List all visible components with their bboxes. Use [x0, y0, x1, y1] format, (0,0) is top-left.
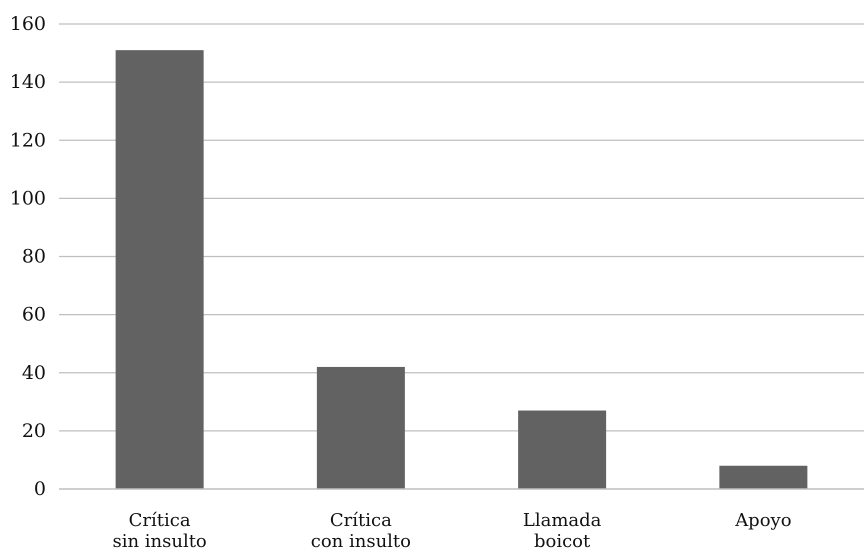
bars — [115, 50, 808, 489]
x-tick-label: sin insulto — [112, 531, 206, 551]
x-tick-label: boicot — [534, 531, 591, 551]
y-tick-label: 0 — [34, 478, 46, 500]
bar — [115, 50, 204, 489]
y-tick-label: 80 — [22, 246, 46, 268]
x-tick-label: Crítica — [330, 510, 392, 531]
y-tick-label: 100 — [10, 187, 46, 209]
bar — [316, 366, 405, 489]
y-tick-label: 60 — [22, 304, 46, 326]
y-tick-label: 20 — [22, 420, 46, 442]
x-tick-label: Llamada — [523, 510, 602, 531]
y-axis-tick-labels: 0 20 40 60 80 100 120 140 160 — [10, 13, 46, 500]
x-tick-label: Crítica — [129, 510, 191, 531]
y-tick-label: 160 — [10, 13, 46, 35]
bar — [719, 465, 808, 489]
y-tick-label: 40 — [22, 362, 46, 384]
y-tick-label: 120 — [10, 129, 46, 151]
x-tick-label: Apoyo — [734, 510, 791, 531]
bar — [518, 410, 607, 489]
y-tick-label: 140 — [10, 71, 46, 93]
x-tick-label: con insulto — [311, 531, 411, 551]
